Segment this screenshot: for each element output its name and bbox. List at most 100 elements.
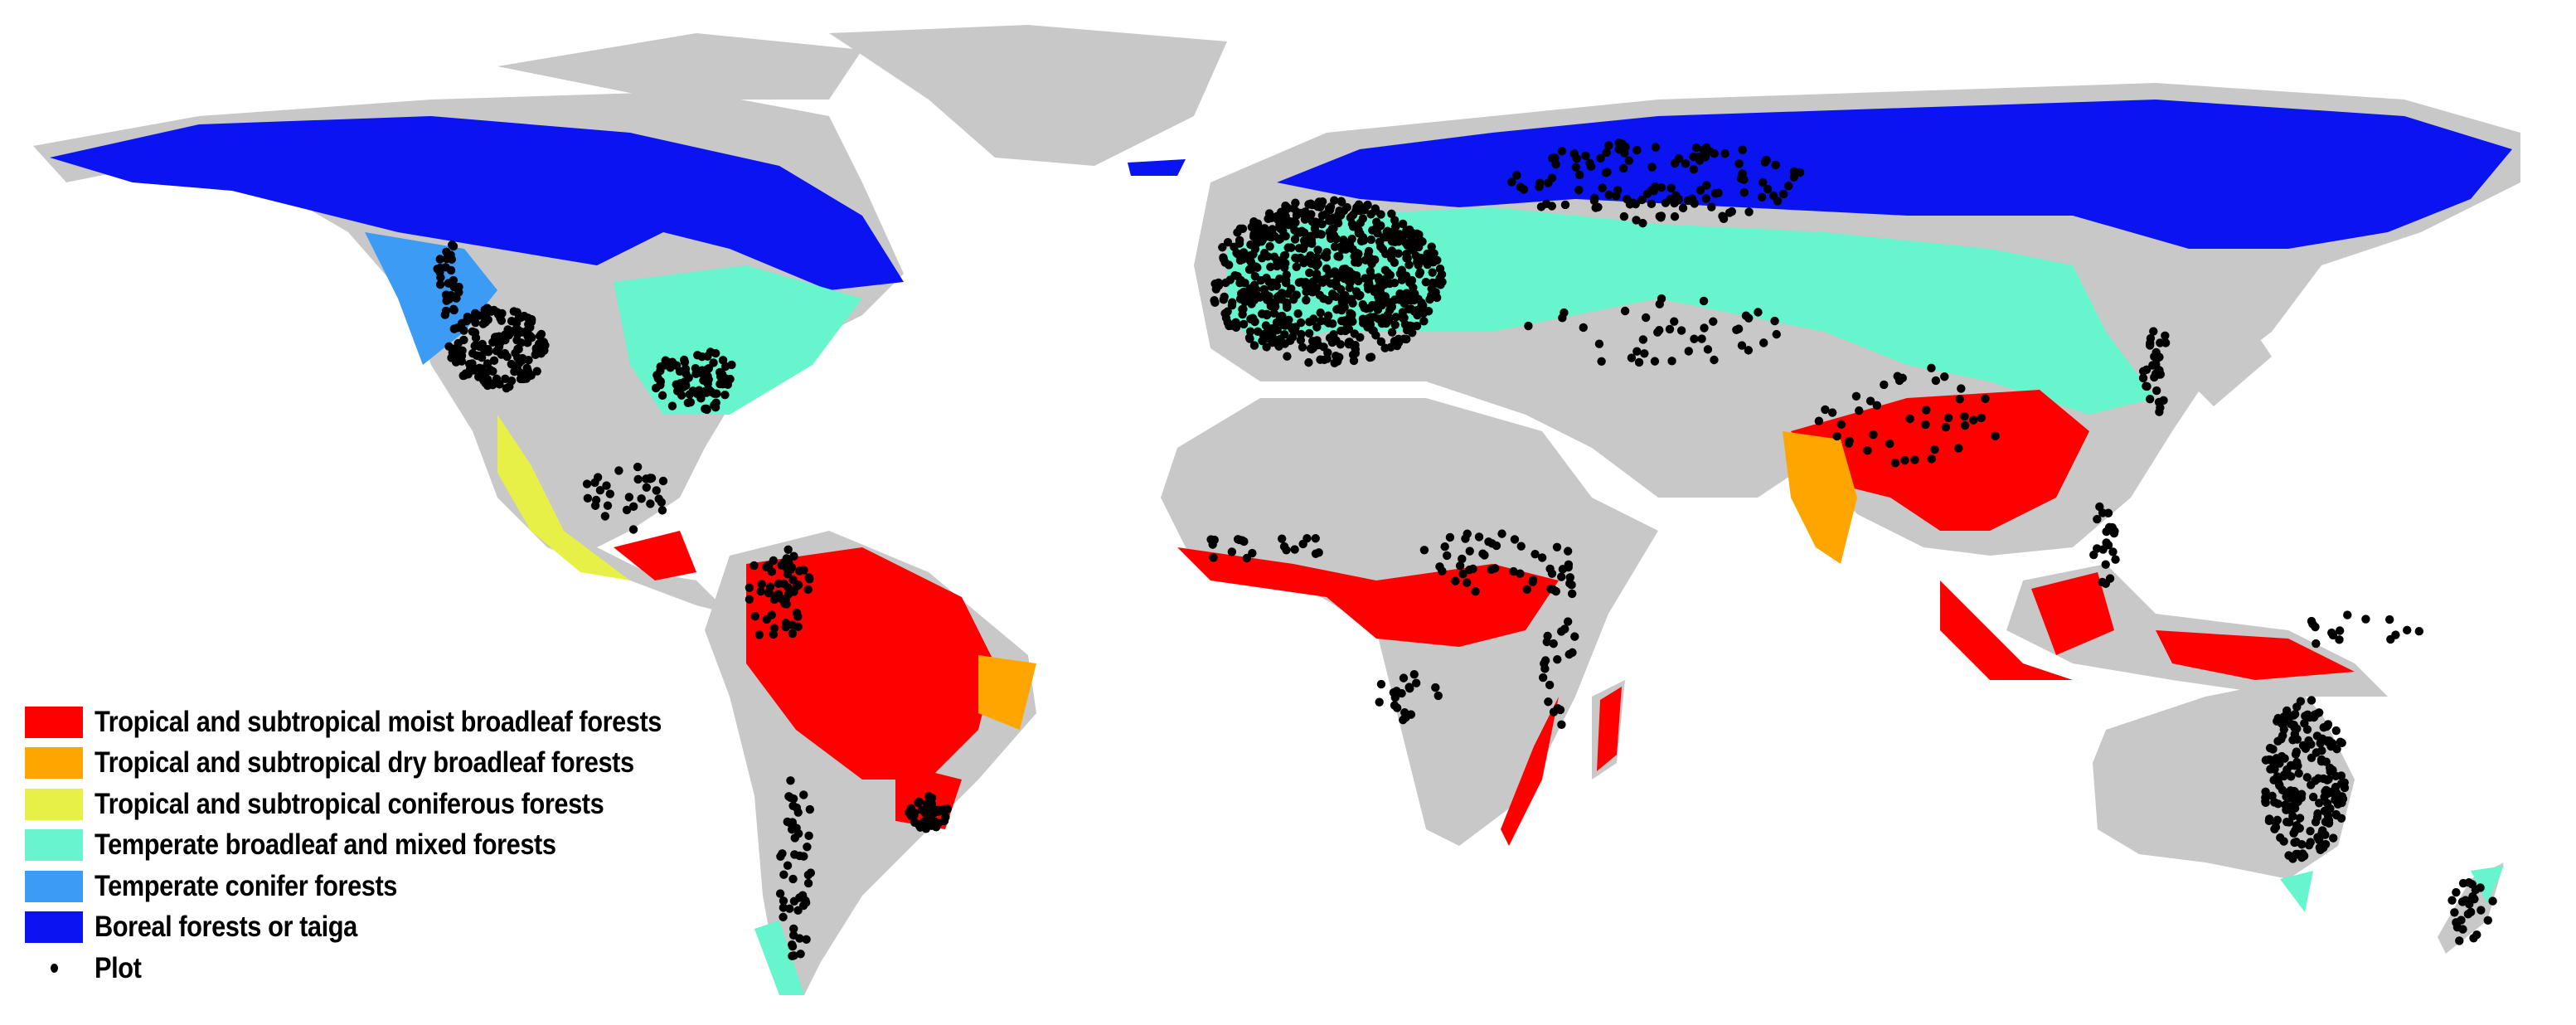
- plot-point: [727, 360, 736, 370]
- plot-point: [789, 551, 798, 561]
- plot-point: [1536, 202, 1546, 211]
- plot-point: [1417, 298, 1426, 308]
- plot-point: [2101, 560, 2110, 569]
- plot-point: [2289, 711, 2298, 720]
- plot-point: [603, 501, 613, 510]
- plot-point: [1665, 324, 1675, 334]
- plot-point: [1487, 565, 1496, 575]
- plot-point: [1262, 274, 1271, 283]
- plot-point: [494, 333, 503, 342]
- plot-point: [1280, 250, 1290, 260]
- plot-point: [1542, 637, 1551, 647]
- plot-point: [444, 253, 454, 263]
- plot-point: [1379, 313, 1388, 323]
- plot-point: [762, 615, 772, 624]
- plot-point: [1869, 430, 1878, 440]
- legend-item-boreal: Boreal forests or taiga: [25, 907, 739, 949]
- plot-point: [657, 391, 667, 401]
- plot-point: [1268, 338, 1277, 347]
- tropical-moist-africa: [1177, 547, 1559, 846]
- plot-point: [1548, 153, 1557, 163]
- plot-point: [1691, 143, 1701, 153]
- plot-point: [2290, 838, 2299, 848]
- plot-point: [1228, 298, 1237, 307]
- plot-point: [2452, 922, 2462, 932]
- plot-point: [1378, 299, 1387, 308]
- plot-point: [793, 622, 803, 632]
- tropical-coniferous-mexico: [497, 415, 630, 581]
- plot-point: [2268, 762, 2278, 771]
- plot-point: [1641, 313, 1651, 323]
- plot-point: [905, 808, 914, 817]
- plot-point: [527, 333, 536, 342]
- plot-point: [1474, 532, 1484, 542]
- legend-label: Plot: [95, 951, 142, 984]
- plot-point: [2477, 906, 2486, 915]
- plot-point: [1468, 564, 1477, 574]
- plot-point: [2302, 725, 2312, 734]
- plot-point: [2306, 838, 2315, 847]
- plot-point: [785, 561, 794, 571]
- plot-point: [1327, 224, 1337, 234]
- plot-points: [433, 138, 2497, 961]
- plot-point: [803, 878, 813, 888]
- plot-point: [1516, 569, 1525, 578]
- plot-point: [1524, 321, 1533, 331]
- plot-point: [1458, 554, 1467, 564]
- plot-point: [701, 386, 710, 396]
- plot-point: [1632, 347, 1642, 356]
- plot-point: [512, 318, 521, 328]
- plot-point: [1438, 277, 1447, 287]
- plot-point: [1366, 253, 1375, 263]
- plot-point: [1632, 216, 1641, 225]
- plot-point: [478, 364, 487, 373]
- plot-point: [2304, 736, 2313, 746]
- plot-point: [1395, 290, 1405, 300]
- legend-item-plot: Plot: [25, 948, 739, 989]
- plot-point: [1337, 197, 1346, 206]
- plot-point: [678, 382, 688, 392]
- plot-point: [1727, 206, 1737, 216]
- plot-point: [1268, 225, 1277, 234]
- plot-point: [1940, 372, 1949, 381]
- plot-point: [2103, 541, 2113, 550]
- plot-point: [1245, 327, 1255, 336]
- legend-item-temperate-broadleaf: Temperate broadleaf and mixed forests: [25, 825, 739, 867]
- plot-point: [2297, 793, 2307, 803]
- plot-point: [449, 324, 458, 333]
- plot-point: [1484, 537, 1493, 547]
- plot-point: [1288, 325, 1298, 334]
- plot-point: [1233, 271, 1242, 281]
- plot-point: [667, 401, 677, 410]
- plot-point: [1941, 423, 1951, 432]
- plot-point: [1591, 203, 1600, 212]
- plot-point: [2291, 826, 2300, 835]
- plot-point: [1863, 446, 1872, 455]
- plot-point: [1307, 259, 1316, 268]
- plot-point: [1431, 683, 1440, 692]
- plot-point: [1744, 207, 1754, 216]
- plot-point: [1463, 578, 1472, 587]
- plot-point: [1770, 316, 1779, 326]
- plot-point: [1305, 268, 1314, 278]
- plot-point: [745, 583, 754, 592]
- australia: [2093, 680, 2355, 879]
- temperate-broadleaf-chile: [754, 921, 804, 995]
- plot-point: [1772, 329, 1781, 339]
- plot-point: [1327, 319, 1337, 328]
- plot-point: [1313, 340, 1323, 350]
- plot-point: [1579, 323, 1588, 333]
- plot-point: [2488, 896, 2497, 906]
- plot-point: [1634, 357, 1644, 367]
- plot-point: [2307, 753, 2316, 762]
- plot-point: [633, 462, 643, 472]
- plot-point: [1376, 679, 1386, 689]
- plot-point: [1589, 196, 1599, 206]
- plot-point: [1392, 341, 1402, 351]
- plot-point: [444, 342, 454, 352]
- plot-point: [1332, 336, 1341, 345]
- plot-point: [1219, 255, 1229, 264]
- plot-point: [1851, 391, 1861, 401]
- plot-point: [1336, 211, 1346, 220]
- plot-point: [468, 327, 478, 337]
